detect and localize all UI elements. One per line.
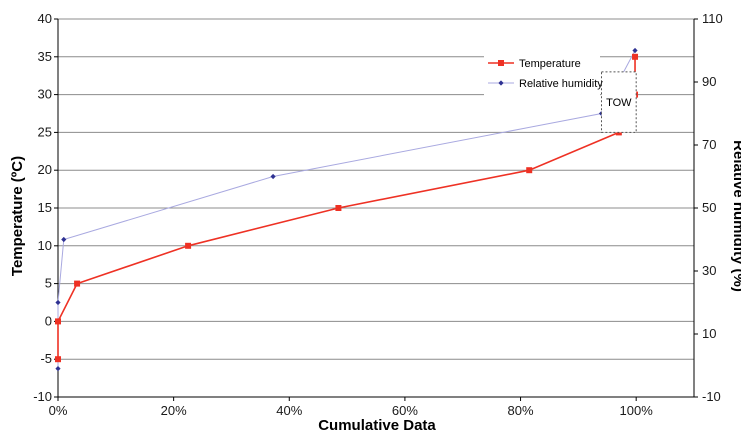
y2-axis-title: Relative humidity (%) bbox=[730, 140, 741, 292]
y-tick-label: -5 bbox=[40, 351, 52, 366]
y-tick-label: 25 bbox=[38, 124, 52, 139]
x-tick-label: 40% bbox=[276, 403, 302, 418]
relative-humidity-point bbox=[632, 47, 638, 54]
temperature-point bbox=[185, 242, 192, 249]
y2-tick-label: -10 bbox=[702, 389, 721, 404]
temperature-point bbox=[632, 53, 639, 60]
x-axis-title: Cumulative Data bbox=[318, 417, 436, 431]
temperature-point bbox=[526, 167, 533, 174]
temperature-point bbox=[55, 356, 61, 363]
x-tick-label: 20% bbox=[161, 403, 187, 418]
annotation-group: TOW bbox=[600, 71, 637, 133]
y2-tick-label: 110 bbox=[702, 11, 723, 26]
temperature-point bbox=[55, 318, 61, 325]
temperature-point bbox=[74, 280, 81, 287]
y-tick-label: 35 bbox=[38, 49, 52, 64]
legend-humidity-marker bbox=[498, 80, 504, 86]
y2-tick-label: 90 bbox=[702, 74, 716, 89]
x-axis-tick-labels: 0% 20% 40% 60% 80% 100% bbox=[49, 403, 654, 418]
y-tick-label: 10 bbox=[38, 238, 52, 253]
y2-tick-label: 50 bbox=[702, 200, 716, 215]
y-tick-label: 0 bbox=[45, 313, 52, 328]
relative-humidity-point bbox=[55, 366, 61, 372]
y-tick-label: 5 bbox=[45, 276, 52, 291]
y-tick-label: -10 bbox=[33, 389, 52, 404]
x-tick-label: 60% bbox=[392, 403, 418, 418]
y2-tick-label: 10 bbox=[702, 326, 716, 341]
x-tick-label: 0% bbox=[49, 403, 68, 418]
relative-humidity-point bbox=[55, 299, 61, 306]
y-tick-label: 15 bbox=[38, 200, 52, 215]
y-tick-label: 20 bbox=[38, 162, 52, 177]
legend: Temperature Relative humidity bbox=[484, 49, 603, 97]
right-axis-tick-labels: -10 10 30 50 70 90 110 bbox=[702, 11, 723, 404]
tow-annotation-label: TOW bbox=[606, 97, 632, 109]
legend-temperature-label: Temperature bbox=[519, 58, 581, 70]
y2-tick-label: 70 bbox=[702, 137, 716, 152]
left-axis-tick-labels: -10 -5 0 5 10 15 20 25 30 35 40 bbox=[33, 11, 52, 404]
y2-tick-label: 30 bbox=[702, 263, 716, 278]
relative-humidity-point bbox=[270, 173, 276, 180]
tow-annotation-box bbox=[600, 71, 637, 133]
y-tick-label: 40 bbox=[38, 11, 52, 26]
x-tick-label: 100% bbox=[620, 403, 654, 418]
temperature-point bbox=[335, 205, 342, 211]
y-tick-label: 30 bbox=[38, 87, 52, 102]
legend-background bbox=[484, 49, 600, 97]
x-tick-label: 80% bbox=[508, 403, 534, 418]
y-axis-title: Temperature (ºC) bbox=[9, 156, 26, 276]
legend-humidity-label: Relative humidity bbox=[519, 78, 603, 90]
legend-temperature-marker bbox=[498, 60, 504, 66]
relative-humidity-point bbox=[61, 236, 67, 243]
